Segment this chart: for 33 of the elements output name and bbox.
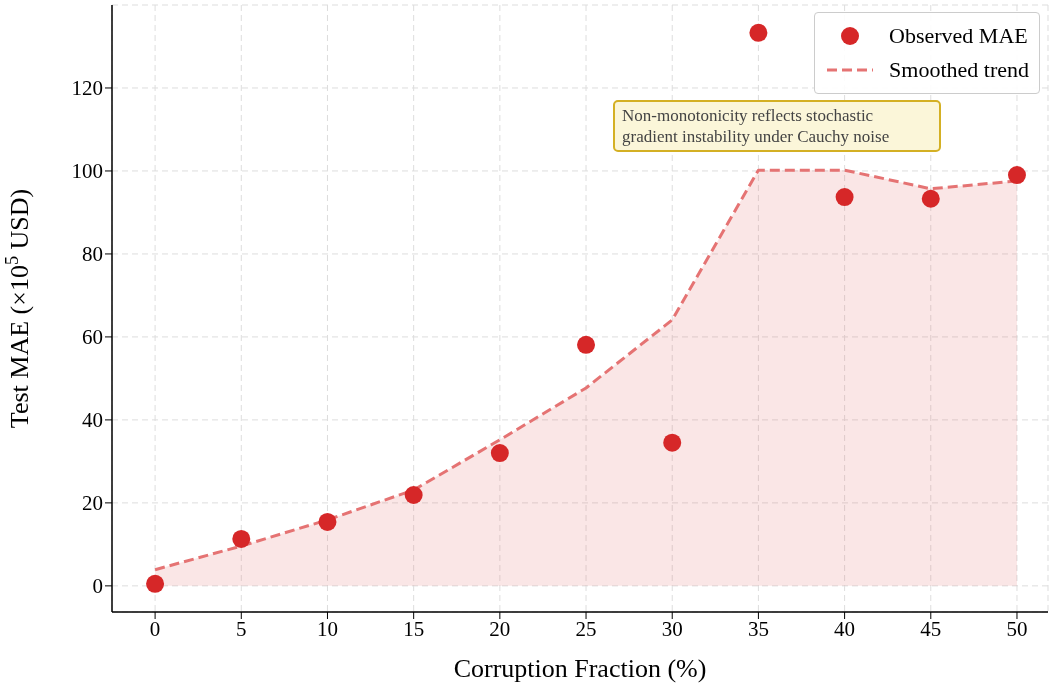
legend-label: Smoothed trend <box>889 57 1029 83</box>
y-tick-label: 100 <box>71 159 103 184</box>
y-tick-label: 80 <box>82 242 103 267</box>
x-tick-label: 45 <box>920 616 942 641</box>
x-tick-label: 5 <box>236 616 247 641</box>
point <box>318 512 337 531</box>
x-tick-label: 10 <box>316 616 338 641</box>
x-axis-title: Corruption Fraction (%) <box>453 654 707 683</box>
x-tick-label: 20 <box>489 616 511 641</box>
x-tick-label: 50 <box>1006 616 1028 641</box>
point <box>490 444 509 463</box>
x-tick-label: 15 <box>403 616 425 641</box>
point <box>232 529 251 548</box>
x-tick-label: 0 <box>149 616 161 641</box>
x-tick-label: 25 <box>575 616 597 641</box>
point <box>146 574 165 593</box>
x-tick-label: 30 <box>661 616 683 641</box>
point <box>921 189 940 208</box>
note-box: Non-monotonicity reflects stochastic gradient instability under Cauchy noise <box>613 100 941 152</box>
y-tick-label: 60 <box>82 325 103 350</box>
y-tick-label: 40 <box>82 408 103 433</box>
point <box>663 433 682 452</box>
x-tick-label: 40 <box>834 616 856 641</box>
legend-label: Observed MAE <box>889 23 1028 49</box>
y-tick-label: 120 <box>71 76 103 101</box>
point <box>577 335 596 354</box>
point <box>835 188 854 207</box>
y-tick-label: 20 <box>82 491 103 516</box>
x-tick-label: 35 <box>747 616 769 641</box>
point <box>749 23 768 42</box>
point <box>404 486 423 504</box>
y-tick-label: 0 <box>92 574 103 599</box>
point <box>1007 166 1026 185</box>
